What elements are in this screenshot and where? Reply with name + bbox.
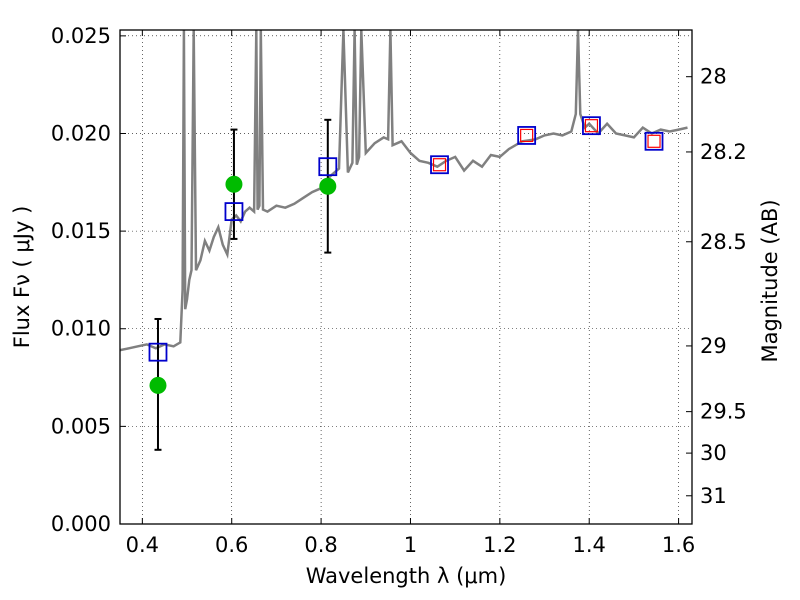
right-axis-label: Magnitude (AB): [758, 199, 782, 362]
observed-point: [225, 175, 243, 193]
right-tick-label: 29: [700, 334, 727, 358]
plot-frame: [119, 29, 693, 525]
model-square-inner: [647, 134, 661, 148]
y-tick-label: 0.020: [51, 121, 111, 145]
x-tick-label: 1.4: [573, 533, 606, 557]
x-tick-label: 1.2: [483, 533, 516, 557]
x-tick-label: 1.6: [662, 533, 695, 557]
observed-point: [149, 376, 167, 394]
model-square-inner: [584, 119, 599, 133]
x-tick-label: 1: [404, 533, 417, 557]
y-tick-label: 0.010: [51, 317, 111, 341]
model-square: [318, 157, 338, 177]
grid: [120, 30, 692, 525]
right-tick-label: 30: [700, 441, 727, 465]
right-tick-label: 29.5: [700, 400, 747, 424]
axis-ticks: 0.4 0.6 0.8 1 1.2 1.4 1.6 0.000 0.005 0.010 0.015 0…: [51, 24, 747, 557]
model-spectrum-layer: [120, 30, 688, 352]
model-square: [582, 116, 601, 136]
model-square-inner: [432, 158, 447, 172]
x-tick-label: 0.8: [304, 533, 337, 557]
y-axis-label: Flux Fν ( μJy ): [10, 206, 34, 349]
spectrum-line: [120, 30, 688, 352]
y-tick-label: 0.015: [51, 219, 111, 243]
x-axis-label: Wavelength λ (μm): [306, 564, 507, 588]
model-square: [224, 202, 244, 221]
x-tick-label: 0.6: [215, 533, 248, 557]
right-tick-label: 28: [700, 65, 727, 89]
y-tick-label: 0.000: [51, 512, 111, 536]
y-tick-label: 0.025: [51, 24, 111, 48]
observed-point: [319, 177, 337, 195]
x-tick-label: 0.4: [126, 533, 159, 557]
model-square-inner: [520, 128, 534, 143]
right-tick-label: 31: [700, 484, 727, 508]
model-square: [430, 155, 449, 175]
model-square: [517, 126, 537, 145]
right-tick-label: 28.5: [700, 230, 747, 254]
model-square: [148, 342, 168, 362]
photometry-points-layer: [148, 116, 664, 451]
right-tick-label: 28.2: [700, 140, 747, 164]
model-square: [644, 131, 664, 151]
y-tick-label: 0.005: [51, 414, 111, 438]
